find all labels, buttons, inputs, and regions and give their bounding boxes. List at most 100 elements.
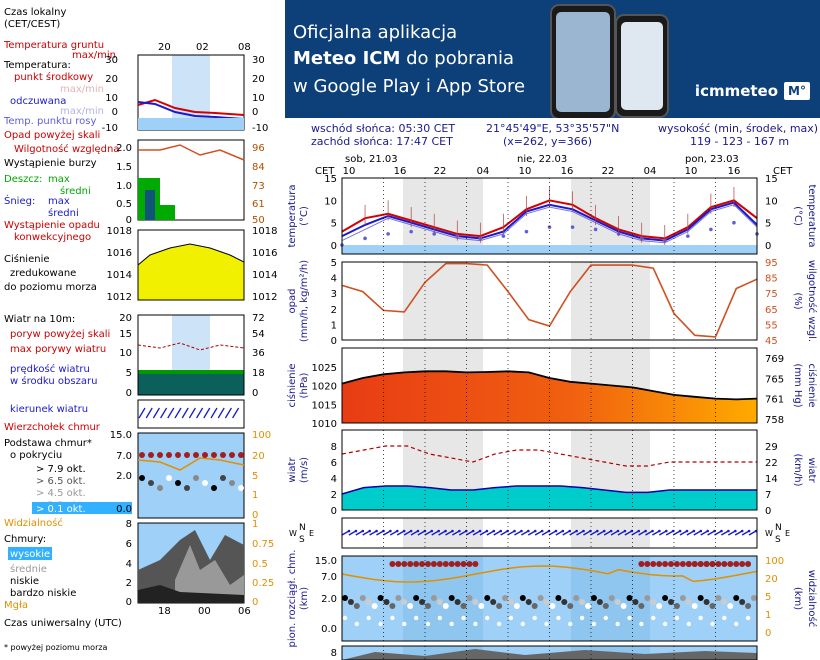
phone-mockup-1 bbox=[550, 4, 616, 118]
wind-arrow-head-42 bbox=[637, 529, 641, 533]
legend-maxmin-2: max/min bbox=[60, 106, 104, 117]
legend-time-local-1: Czas lokalny bbox=[4, 7, 67, 18]
cloud-low-dot-4 bbox=[366, 615, 371, 621]
cloud-base-dot-47 bbox=[620, 603, 627, 609]
legend-vis-tick-1: 1 bbox=[252, 490, 258, 501]
cloud-top-dot-0-14 bbox=[424, 561, 431, 567]
dewpoint-point-17 bbox=[732, 220, 736, 225]
cloud-base-dot-33 bbox=[537, 595, 544, 601]
wind-arrow-head-4 bbox=[375, 529, 378, 533]
legend-temp-mid-line bbox=[137, 101, 245, 120]
cloud-base-dot-23 bbox=[478, 603, 485, 609]
legend-cloud-high: wysokie bbox=[10, 549, 50, 560]
wind-arrow-head-14 bbox=[444, 529, 447, 533]
cloud-top-dot-2-65 bbox=[727, 561, 734, 567]
wind-arrow-28 bbox=[534, 530, 543, 536]
wind-arrow-head-30 bbox=[554, 529, 558, 533]
hour-label-7: 04 bbox=[644, 166, 657, 177]
cloud-base-dot-9 bbox=[395, 595, 402, 601]
app-banner[interactable]: Oficjalna aplikacja Meteo ICM do pobrani… bbox=[285, 0, 820, 118]
cloud-base-dot-18 bbox=[448, 595, 455, 601]
cloud-base-dot-63 bbox=[715, 595, 722, 601]
cloud-low-dot-12 bbox=[413, 615, 419, 621]
precip-ytick-5: 0 bbox=[331, 336, 337, 347]
dewpoint-point-16 bbox=[709, 227, 713, 232]
cloud-low-dot-14 bbox=[425, 621, 431, 627]
cloud-base-dot-54 bbox=[662, 595, 669, 601]
sunrise-text: wschód słońca: 05:30 CET bbox=[311, 122, 456, 135]
wind-arrow-9 bbox=[403, 530, 412, 536]
wind-arrow-head-6 bbox=[389, 529, 392, 533]
wind-arrow-17 bbox=[458, 530, 467, 536]
wind-arrow-head-54 bbox=[720, 529, 723, 533]
legend-temp-soil-band bbox=[138, 118, 244, 130]
legend-hum-tick-84: 84 bbox=[252, 162, 265, 173]
cloud-low-dot-52 bbox=[651, 615, 656, 621]
cloud-top-dot-2-62 bbox=[709, 561, 716, 567]
legend-cloud-base-dot-7 bbox=[202, 480, 208, 486]
legend-vis-tick-20: 20 bbox=[252, 451, 265, 462]
wind-arrow-34 bbox=[576, 530, 584, 536]
wind-arrow-7 bbox=[389, 530, 398, 536]
cloud-top-dot-1-56 bbox=[673, 561, 680, 567]
wind-arrow-head-45 bbox=[658, 529, 661, 533]
visibility-ytick-0: 100 bbox=[765, 556, 784, 567]
cloud-base-dot-65 bbox=[727, 603, 734, 609]
cloud-base-dot-55 bbox=[668, 599, 675, 605]
night-band-temp-0 bbox=[403, 178, 483, 254]
legend-hum-tick-61: 61 bbox=[252, 199, 265, 210]
legend-pres-tick-r1012: 1012 bbox=[252, 292, 277, 303]
panel-label-right-precip: wilgotność wzgl. bbox=[806, 260, 818, 342]
wind-arrow-29 bbox=[541, 530, 550, 536]
legend-cloud-low: niskie bbox=[10, 576, 39, 587]
visibility-ytick-3: 1 bbox=[765, 610, 771, 621]
banner-app-name: Meteo ICM bbox=[293, 48, 401, 69]
legend-cl-tick-2: 2 bbox=[126, 578, 132, 589]
cloud-top-dot-1-55 bbox=[668, 561, 675, 567]
legend-precip-tick-0: 0 bbox=[126, 215, 132, 226]
cloud-ytick-2: 2.0 bbox=[321, 594, 337, 605]
cloud-base-dot-51 bbox=[644, 595, 651, 601]
legend-footnote: * powyżej poziomu morza bbox=[4, 643, 108, 652]
wind-arrow-head-33 bbox=[575, 529, 578, 533]
cloud-base-dot-13 bbox=[419, 599, 426, 605]
wind-arrow-4 bbox=[369, 530, 377, 536]
panel-unit-left-pres: (hPa) bbox=[299, 372, 310, 398]
wind-arrow-5 bbox=[376, 530, 384, 536]
legend-cloud-cover-area-3 bbox=[138, 585, 244, 603]
legend-arrow-7 bbox=[188, 407, 196, 419]
cloud-base-dot-4 bbox=[365, 599, 372, 605]
panel-label-left-pres: ciśnienie bbox=[286, 363, 298, 407]
legend-cloud-top-dot-8 bbox=[211, 452, 217, 458]
legend-cloud-dots bbox=[139, 452, 244, 491]
wind-arrow-14 bbox=[438, 530, 446, 536]
temp-ytick-left-0: 15 bbox=[324, 174, 337, 185]
wind-arrow-42 bbox=[631, 530, 640, 536]
cloud-top-dot-2-58 bbox=[685, 561, 692, 567]
cloud-base-dot-69 bbox=[751, 595, 757, 601]
legend-cloud-base-dot-1 bbox=[148, 480, 154, 486]
hour-label-9: 16 bbox=[728, 166, 741, 177]
legend-visibility-line bbox=[137, 457, 245, 471]
cloud-base-dot-41 bbox=[585, 603, 592, 609]
wind-arrow-head-15 bbox=[451, 529, 454, 533]
cloud-low-dot-26 bbox=[496, 621, 502, 627]
wind-arrow-47 bbox=[665, 530, 674, 536]
panel-unit-left-temp: (°C) bbox=[299, 206, 310, 226]
wind-arrow-head-35 bbox=[589, 529, 592, 533]
wind-arrow-10 bbox=[410, 530, 419, 536]
wind-arrow-head-25 bbox=[520, 529, 523, 533]
wind-arrow-24 bbox=[507, 530, 515, 536]
wind-arrow-head-7 bbox=[395, 529, 399, 533]
wind-arrow-head-32 bbox=[568, 529, 572, 533]
phone-screen-2 bbox=[621, 22, 663, 110]
legend-cloud-top-dot-11 bbox=[238, 452, 244, 458]
cloud-base-dot-49 bbox=[632, 599, 639, 605]
panel-label-left-wind: wiatr bbox=[287, 457, 298, 483]
legend-cloud-tick-7: 7.0 bbox=[116, 451, 132, 462]
wind-arrow-head-10 bbox=[416, 529, 420, 533]
wind-arrow-head-43 bbox=[644, 529, 647, 533]
legend-precip-tick-1: 1.0 bbox=[116, 181, 132, 192]
cloud-top-dot-1-54 bbox=[662, 561, 669, 567]
cloud-low-dot-16 bbox=[437, 615, 443, 621]
